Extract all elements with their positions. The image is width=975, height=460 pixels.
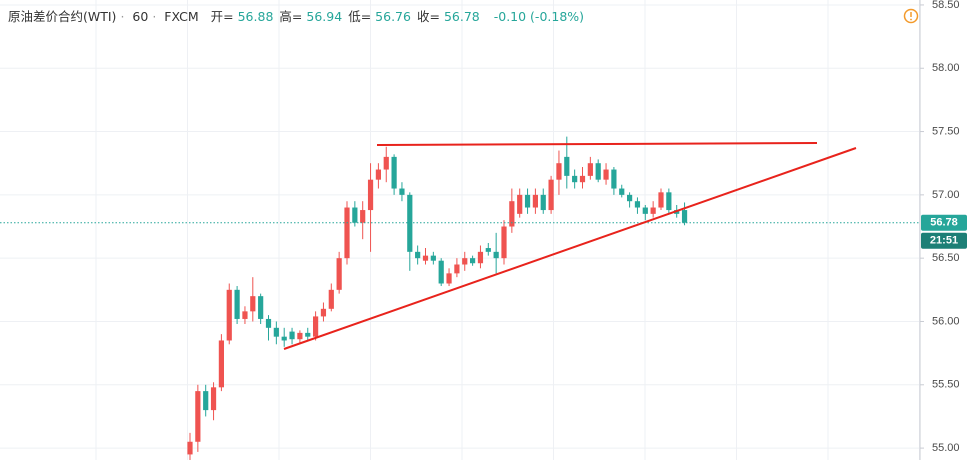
candle-body bbox=[501, 226, 507, 259]
candle-body bbox=[289, 331, 295, 340]
candle-body bbox=[587, 163, 593, 176]
candle-body bbox=[462, 258, 468, 265]
y-tick-label: 57.00 bbox=[932, 189, 960, 201]
candle-body bbox=[619, 188, 625, 195]
separator: · bbox=[152, 9, 157, 24]
candle-body bbox=[415, 251, 421, 259]
candle-body bbox=[627, 194, 633, 202]
y-tick-label: 55.00 bbox=[932, 442, 960, 454]
field-value: 56.94 bbox=[306, 9, 343, 24]
candle-body bbox=[650, 207, 656, 214]
candle-body bbox=[258, 296, 264, 319]
candle-body bbox=[360, 210, 366, 223]
candle-body bbox=[281, 336, 287, 341]
candle-body bbox=[203, 391, 209, 411]
interval: 60 bbox=[132, 9, 149, 24]
candle-body bbox=[336, 258, 342, 290]
candle-body bbox=[470, 258, 476, 264]
candle-body bbox=[524, 194, 531, 208]
candle-body bbox=[187, 441, 193, 455]
candle-body bbox=[210, 387, 217, 411]
candle-body bbox=[454, 264, 460, 274]
field-value: 56.78 bbox=[443, 9, 480, 24]
candle-body bbox=[681, 210, 688, 223]
candle-body bbox=[273, 327, 279, 337]
y-tick-label: 55.50 bbox=[932, 379, 960, 391]
legend-header: 原油差价合约(WTI) · 60 · FXCM 开= 56.88 高= 56.94 低= 56… bbox=[8, 6, 590, 25]
candle-body bbox=[438, 260, 444, 284]
candle-body bbox=[320, 308, 327, 317]
candle-body bbox=[658, 192, 664, 208]
y-tick-label: 58.00 bbox=[932, 62, 960, 74]
price-label-box bbox=[921, 214, 967, 231]
candle-body bbox=[242, 311, 248, 319]
candle-body bbox=[399, 188, 405, 195]
candle-body bbox=[517, 194, 523, 214]
countdown-box bbox=[921, 232, 967, 249]
info-icon[interactable] bbox=[903, 8, 919, 24]
candle-body bbox=[532, 194, 538, 208]
field-label: 开= bbox=[210, 9, 234, 24]
candle-body bbox=[564, 156, 570, 176]
candle-body bbox=[634, 201, 641, 208]
field-value: 56.88 bbox=[237, 9, 274, 24]
symbol: 原油差价合约(WTI) bbox=[8, 9, 117, 24]
candle-body bbox=[642, 207, 648, 214]
countdown: 21:51 bbox=[930, 235, 958, 247]
change: -0.10 (-0.18%) bbox=[493, 9, 585, 24]
candle-body bbox=[666, 192, 672, 211]
candle-body bbox=[611, 169, 617, 189]
candle-body bbox=[250, 296, 256, 312]
candle-body bbox=[265, 318, 272, 328]
candle-body bbox=[305, 332, 311, 337]
y-tick-label: 58.50 bbox=[932, 0, 960, 11]
y-tick-label: 56.50 bbox=[932, 252, 960, 264]
candle-body bbox=[234, 289, 240, 319]
candle-body bbox=[422, 255, 429, 261]
candle-body bbox=[297, 332, 303, 340]
candle-body bbox=[226, 289, 232, 341]
candle-body bbox=[572, 175, 578, 183]
candle-body bbox=[493, 251, 499, 259]
resistance-line bbox=[376, 142, 818, 146]
candle-body bbox=[375, 169, 381, 180]
candle-body bbox=[430, 255, 436, 261]
support-line bbox=[283, 147, 857, 350]
candle-body bbox=[477, 251, 484, 264]
y-tick-label: 57.50 bbox=[932, 125, 960, 137]
candle-body bbox=[352, 207, 358, 223]
candle-body bbox=[603, 169, 609, 180]
candle-body bbox=[446, 273, 452, 284]
candle-body bbox=[509, 201, 515, 227]
source: FXCM bbox=[164, 9, 199, 24]
candle-body bbox=[595, 163, 601, 180]
field-label: 低= bbox=[348, 9, 372, 24]
price-axis: 55.00 55.50 56.00 56.50 57.00 57.50 58.00 58.50… bbox=[920, 0, 967, 454]
candle-body bbox=[579, 175, 586, 183]
y-tick-label: 56.00 bbox=[932, 315, 960, 327]
candle-body bbox=[540, 194, 546, 211]
ohlc-fields: 开= 56.88 高= 56.94 低= 56.76 收= 56.78 bbox=[211, 9, 486, 24]
candle-body bbox=[485, 248, 491, 252]
candle-body bbox=[328, 289, 334, 309]
candle-body bbox=[391, 156, 397, 189]
candle-body bbox=[383, 156, 389, 170]
field-label: 收= bbox=[416, 9, 440, 24]
candle-body bbox=[556, 163, 562, 180]
candle-body bbox=[548, 179, 554, 211]
candle-body bbox=[367, 179, 374, 211]
separator: · bbox=[120, 9, 125, 24]
field-label: 高= bbox=[279, 9, 303, 24]
field-value: 56.76 bbox=[375, 9, 411, 24]
candle-body bbox=[344, 207, 350, 259]
price-label: 56.78 bbox=[930, 217, 958, 229]
candle-body bbox=[195, 391, 201, 442]
candle-body bbox=[407, 194, 413, 252]
candle-body bbox=[218, 340, 224, 388]
grid bbox=[0, 0, 920, 460]
candle-body bbox=[313, 316, 319, 337]
candles bbox=[0, 136, 920, 460]
